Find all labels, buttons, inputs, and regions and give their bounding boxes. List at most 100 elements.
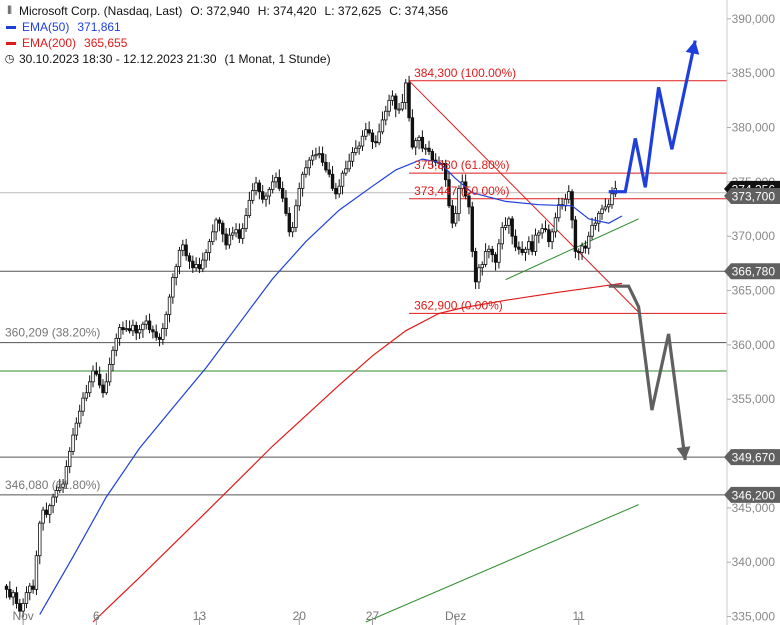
candle-body <box>543 228 548 231</box>
candle-body <box>420 136 425 149</box>
candle-body <box>260 191 265 200</box>
candle-body <box>71 434 75 452</box>
candle-body <box>470 206 474 252</box>
candle-body <box>387 99 391 112</box>
legend: ⦀ Microsoft Corp. (Nasdaq, Last) O: 372,… <box>4 3 448 67</box>
candle-body <box>54 490 59 498</box>
candle-body <box>184 244 188 257</box>
candle-body <box>384 110 388 121</box>
candle-body <box>217 219 222 224</box>
candle-body <box>360 135 365 147</box>
candle-body <box>450 205 455 224</box>
candle-body <box>267 189 272 197</box>
price-tag: 366,780 <box>724 263 780 280</box>
candle-body <box>21 603 25 612</box>
x-tick-label: Dez <box>445 609 466 623</box>
candle-body <box>357 145 361 149</box>
candle-body <box>167 296 172 315</box>
candle-body <box>330 173 335 189</box>
fib-label: 384,300 (100.00%) <box>414 66 516 80</box>
legend-close-label: C: <box>389 4 402 18</box>
candle-body <box>264 195 268 200</box>
candle-body <box>307 159 311 169</box>
legend-title: Microsoft Corp. (Nasdaq, Last) <box>19 4 183 18</box>
candle-body <box>477 267 481 283</box>
candle-body <box>587 235 591 249</box>
y-tick-label: 365,000 <box>732 284 776 298</box>
candle-body <box>354 147 358 153</box>
candle-body <box>74 422 79 436</box>
candle-body <box>447 179 451 207</box>
candle-body <box>490 248 494 256</box>
candle-body <box>610 193 614 206</box>
x-tick-label: 27 <box>366 609 380 623</box>
ema50-label: EMA(50) <box>22 20 70 34</box>
price-tag-bg <box>724 449 780 466</box>
candle-body <box>600 208 604 214</box>
candle-body <box>567 191 571 200</box>
candle-body <box>154 331 158 338</box>
level-label: 360,209 (38.20%) <box>5 326 100 340</box>
ema200-swatch <box>6 41 16 45</box>
candle-body <box>563 198 568 207</box>
candle-body <box>254 182 258 191</box>
bullish-arrowhead <box>685 40 700 55</box>
candle-body <box>164 314 168 329</box>
candle-body <box>517 246 521 250</box>
candle-body <box>280 187 285 199</box>
candle-body <box>144 320 148 325</box>
candle-body <box>41 509 45 524</box>
candle-body <box>497 243 501 263</box>
candle-body <box>244 215 248 230</box>
candle-body <box>224 233 228 246</box>
price-tag-label: 349,670 <box>732 451 776 465</box>
candlestick-icon: ⦀ <box>7 5 12 17</box>
candle-body <box>107 364 112 383</box>
candle-body <box>364 129 368 137</box>
candle-body <box>337 185 341 195</box>
candle-body <box>204 252 208 261</box>
candle-body <box>603 206 608 210</box>
candle-body <box>277 177 282 189</box>
candle-body <box>510 218 514 237</box>
candle-body <box>317 153 321 156</box>
candle-body <box>417 136 421 141</box>
legend-high-label: H: <box>257 4 270 18</box>
candle-body <box>48 505 52 515</box>
ema200-line <box>92 282 623 623</box>
candle-body <box>147 320 152 331</box>
clock-icon: ◷ <box>4 53 15 65</box>
candle-body <box>473 251 478 283</box>
candle-body <box>397 108 401 111</box>
candle-body <box>520 248 524 253</box>
y-tick-label: 340,000 <box>732 555 776 569</box>
y-tick-label: 380,000 <box>732 121 776 135</box>
price-tag-bg <box>724 188 780 205</box>
candle-body <box>114 337 118 351</box>
y-tick-label: 345,000 <box>732 501 776 515</box>
candle-body <box>553 217 558 233</box>
fib-label: 362,900 (0.00%) <box>414 298 503 312</box>
candle-body <box>367 129 371 134</box>
candle-body <box>197 264 202 270</box>
candle-body <box>58 486 62 491</box>
y-tick-label: 390,000 <box>732 12 776 26</box>
candle-body <box>606 204 611 208</box>
ema50-swatch <box>6 25 16 29</box>
price-tag-bg <box>724 486 780 503</box>
candle-body <box>151 329 155 333</box>
candle-body <box>310 155 315 161</box>
candle-body <box>304 167 308 175</box>
candle-body <box>580 245 584 253</box>
candle-body <box>550 231 554 243</box>
candle-body <box>257 182 262 193</box>
candle-body <box>231 232 235 236</box>
candle-body <box>68 450 72 467</box>
candle-body <box>111 349 115 365</box>
price-tag-label: 373,700 <box>732 190 776 204</box>
candle-body <box>34 555 39 590</box>
candle-body <box>234 229 238 234</box>
candle-body <box>350 152 355 162</box>
